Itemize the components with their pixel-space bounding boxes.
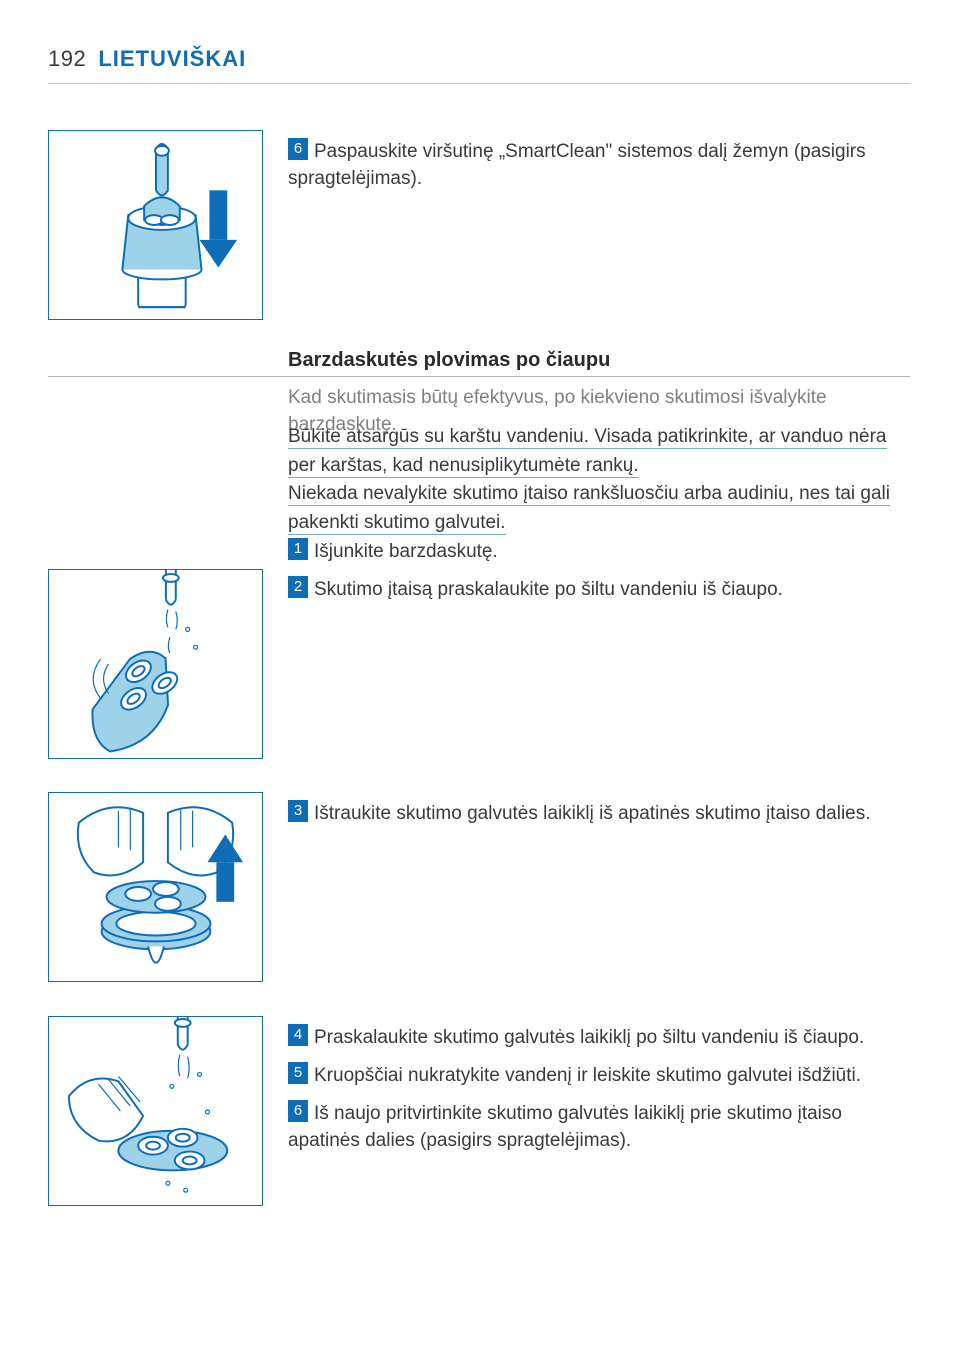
illustration-remove-head-holder (48, 792, 263, 982)
page-header: 192 LIETUVIŠKAI (48, 46, 246, 72)
header-rule (48, 83, 910, 84)
section-heading-block: Barzdaskutės plovimas po čiaupu (288, 349, 910, 378)
step-number-badge: 6 (288, 138, 308, 160)
step2-block: 2 Skutimo įtaisą praskalaukite po šiltu v… (288, 576, 910, 603)
illustration-rinse-under-tap (48, 569, 263, 759)
step3-text: Ištraukite skutimo galvutės laikiklį iš … (314, 803, 871, 824)
step5-text: Kruopščiai nukratykite vandenį ir leiski… (314, 1065, 861, 1086)
illustration-smartclean-dock (48, 130, 263, 320)
step-number-badge: 5 (288, 1062, 308, 1084)
step4-block: 4 Praskalaukite skutimo galvutės laikiklį… (288, 1024, 910, 1051)
step-number-badge: 1 (288, 538, 308, 560)
step-number-badge: 6 (288, 1100, 308, 1122)
section-heading: Barzdaskutės plovimas po čiaupu (288, 349, 910, 372)
step-number-badge: 3 (288, 800, 308, 822)
step6b-block: 6Iš naujo pritvirtinkite skutimo galvutė… (288, 1100, 910, 1154)
step2-text: Skutimo įtaisą praskalaukite po šiltu va… (314, 579, 783, 600)
step6b-text: Iš naujo pritvirtinkite skutimo galvutės… (288, 1103, 842, 1151)
step6-block: 6Paspauskite viršutinę „SmartClean" sist… (288, 138, 910, 192)
step1-block: 1 Išjunkite barzdaskutę. (288, 538, 910, 565)
warning-2-text: Niekada nevalykite skutimo įtaiso rankšl… (288, 483, 890, 535)
warning-1-text: Būkite atsargūs su karštu vandeniu. Visa… (288, 426, 887, 478)
step1-text: Išjunkite barzdaskutę. (314, 541, 498, 562)
step-number-badge: 2 (288, 576, 308, 598)
warning-1: Būkite atsargūs su karštu vandeniu. Visa… (288, 422, 910, 480)
section-rule (48, 376, 910, 377)
step6-text: Paspauskite viršutinę „SmartClean" siste… (288, 141, 866, 189)
language-title: LIETUVIŠKAI (98, 46, 246, 71)
step5-block: 5 Kruopščiai nukratykite vandenį ir leisk… (288, 1062, 910, 1089)
step4-text: Praskalaukite skutimo galvutės laikiklį … (314, 1027, 864, 1048)
step-number-badge: 4 (288, 1024, 308, 1046)
illustration-rinse-holder (48, 1016, 263, 1206)
warning-2: Niekada nevalykite skutimo įtaiso rankšl… (288, 479, 910, 537)
step3-block: 3 Ištraukite skutimo galvutės laikiklį iš… (288, 800, 910, 827)
page-number: 192 (48, 46, 86, 71)
